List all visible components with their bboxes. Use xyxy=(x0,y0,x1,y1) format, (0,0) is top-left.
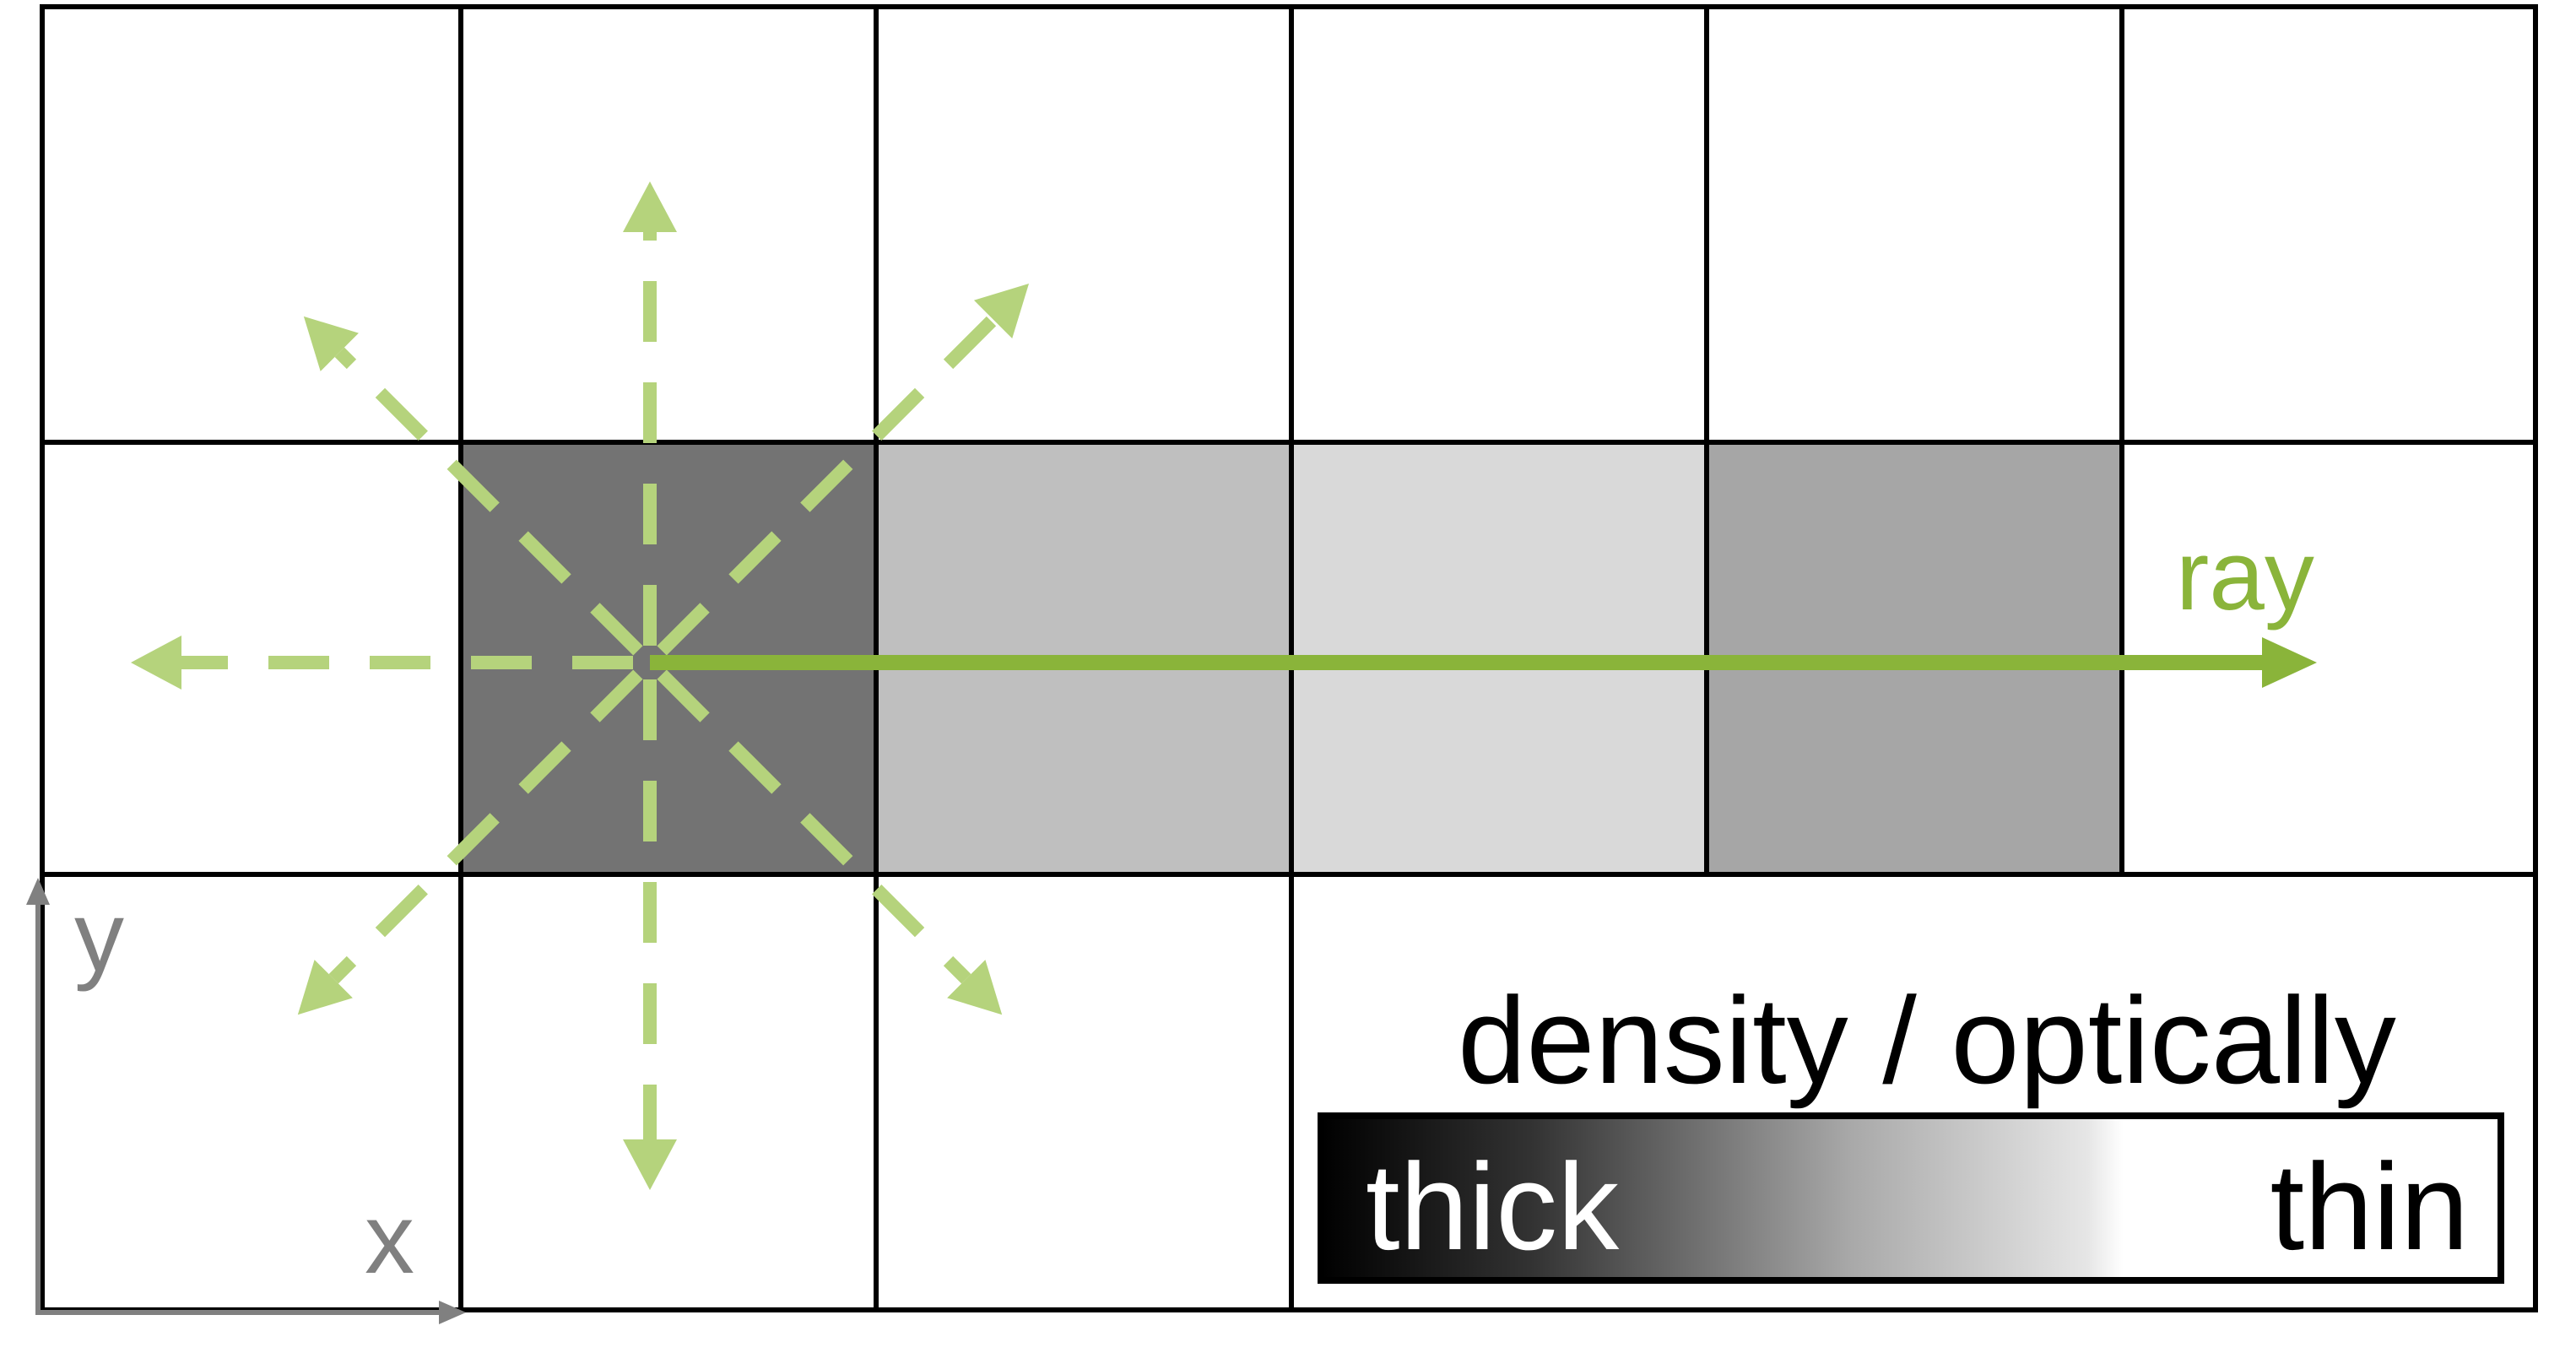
emission-arrowhead-left xyxy=(131,636,181,690)
y-axis-arrowhead xyxy=(26,878,50,905)
emission-arrowhead-up xyxy=(623,181,677,232)
legend-thick-label: thick xyxy=(1366,1138,1620,1275)
ray-arrowhead xyxy=(2262,637,2317,688)
legend-title: density / optically xyxy=(1458,971,2396,1109)
axis-x-label: x xyxy=(365,1183,414,1295)
density-legend: density / optically thick thin xyxy=(1321,971,2501,1280)
emission-arrowhead-down xyxy=(623,1139,677,1190)
axis-y-label: y xyxy=(74,881,124,993)
legend-thin-label: thin xyxy=(2270,1138,2469,1275)
ray-label: ray xyxy=(2176,520,2314,631)
